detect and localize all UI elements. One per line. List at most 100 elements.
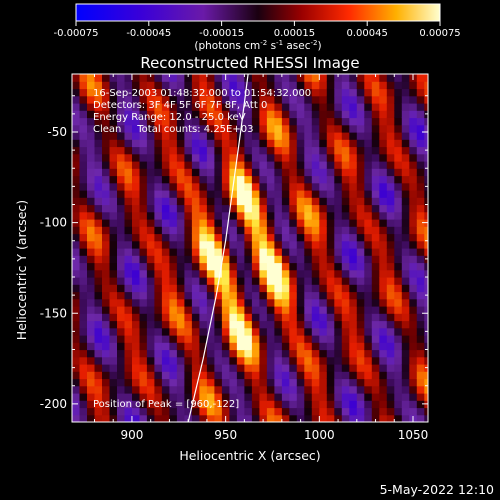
heatmap-cell (251, 161, 260, 169)
heatmap-cell (259, 298, 268, 307)
heatmap-cell (87, 393, 96, 401)
heatmap-cell (409, 219, 418, 227)
heatmap-cell (296, 190, 305, 198)
heatmap-cell (424, 371, 428, 380)
heatmap-cell (124, 284, 133, 293)
heatmap-cell (236, 204, 245, 213)
heatmap-cell (124, 219, 133, 227)
heatmap-cell (229, 298, 238, 307)
heatmap-cell (236, 342, 245, 351)
heatmap-cell (371, 262, 380, 271)
heatmap-cell (117, 161, 126, 169)
heatmap-cell (379, 190, 388, 198)
heatmap-cell (206, 255, 215, 264)
heatmap-cell (214, 349, 223, 358)
heatmap-cell (304, 240, 313, 249)
heatmap-cell (236, 277, 245, 285)
heatmap-cell (266, 190, 275, 198)
heatmap-cell (266, 168, 275, 177)
heatmap-cell (109, 364, 118, 372)
heatmap-cell (409, 240, 418, 249)
heatmap-cell (124, 262, 133, 271)
heatmap-cell (102, 291, 111, 300)
plot-frame (71, 73, 429, 423)
heatmap-cell (349, 204, 358, 213)
heatmap-cell (154, 248, 163, 256)
heatmap-cell (416, 132, 425, 140)
heatmap-cell (72, 284, 81, 293)
heatmap-cell (394, 197, 403, 206)
heatmap-cell (416, 407, 425, 416)
heatmap-cell (117, 393, 126, 401)
heatmap-cell (424, 313, 428, 322)
heatmap-cell (214, 284, 223, 293)
heatmap-cell (424, 74, 428, 82)
heatmap-cell (349, 400, 358, 409)
colorbar (75, 3, 441, 22)
heatmap-cell (206, 407, 215, 416)
heatmap-cell (289, 161, 298, 169)
heatmap-cell (416, 88, 425, 97)
heatmap-cell (379, 211, 388, 220)
heatmap-cell (401, 400, 410, 409)
heatmap-cell (169, 385, 178, 394)
heatmap-cell (124, 161, 133, 169)
heatmap-cell (379, 197, 388, 206)
heatmap-cell (87, 255, 96, 264)
heatmap-cell (214, 197, 223, 206)
heatmap-cell (79, 233, 88, 242)
heatmap-cell (154, 168, 163, 177)
heatmap-cell (124, 327, 133, 336)
heatmap-cell (161, 168, 170, 177)
heatmap-cell (229, 400, 238, 409)
heatmap-cell (124, 117, 133, 126)
heatmap-cell (266, 255, 275, 264)
heatmap-cell (341, 110, 350, 119)
heatmap-cell (117, 197, 126, 206)
heatmap-cell (371, 291, 380, 300)
heatmap-cell (184, 349, 193, 358)
heatmap-cell (341, 255, 350, 264)
heatmap-cell (117, 117, 126, 126)
heatmap-cell (184, 320, 193, 329)
heatmap-cell (251, 226, 260, 235)
heatmap-cell (184, 335, 193, 343)
heatmap-cell (154, 124, 163, 133)
heatmap-cell (266, 103, 275, 111)
heatmap-cell (349, 393, 358, 401)
heatmap-cell (319, 291, 328, 300)
heatmap-cell (371, 175, 380, 184)
heatmap-cell (394, 240, 403, 249)
heatmap-cell (296, 219, 305, 227)
heatmap-cell (229, 335, 238, 343)
heatmap-cell (416, 182, 425, 191)
heatmap-cell (319, 190, 328, 198)
heatmap-cell (79, 153, 88, 162)
heatmap-cell (394, 88, 403, 97)
heatmap-cell (72, 255, 81, 264)
heatmap-cell (401, 88, 410, 97)
heatmap-cell (371, 153, 380, 162)
heatmap-cell (176, 385, 185, 394)
heatmap-cell (236, 182, 245, 191)
heatmap-cell (214, 306, 223, 314)
heatmap-cell (229, 378, 238, 387)
heatmap-cell (266, 110, 275, 119)
heatmap-cell (221, 277, 230, 285)
heatmap-cell (117, 277, 126, 285)
heatmap-cell (401, 240, 410, 249)
heatmap-cell (146, 400, 155, 409)
heatmap-cell (94, 262, 103, 271)
heatmap-cell (214, 95, 223, 104)
heatmap-cell (161, 204, 170, 213)
heatmap-cell (394, 313, 403, 322)
heatmap-cell (87, 233, 96, 242)
heatmap-cell (72, 153, 81, 162)
heatmap-cell (124, 124, 133, 133)
heatmap-cell (409, 132, 418, 140)
heatmap-cell (244, 349, 253, 358)
heatmap-cell (401, 385, 410, 394)
heatmap-cell (334, 226, 343, 235)
heatmap-cell (409, 226, 418, 235)
